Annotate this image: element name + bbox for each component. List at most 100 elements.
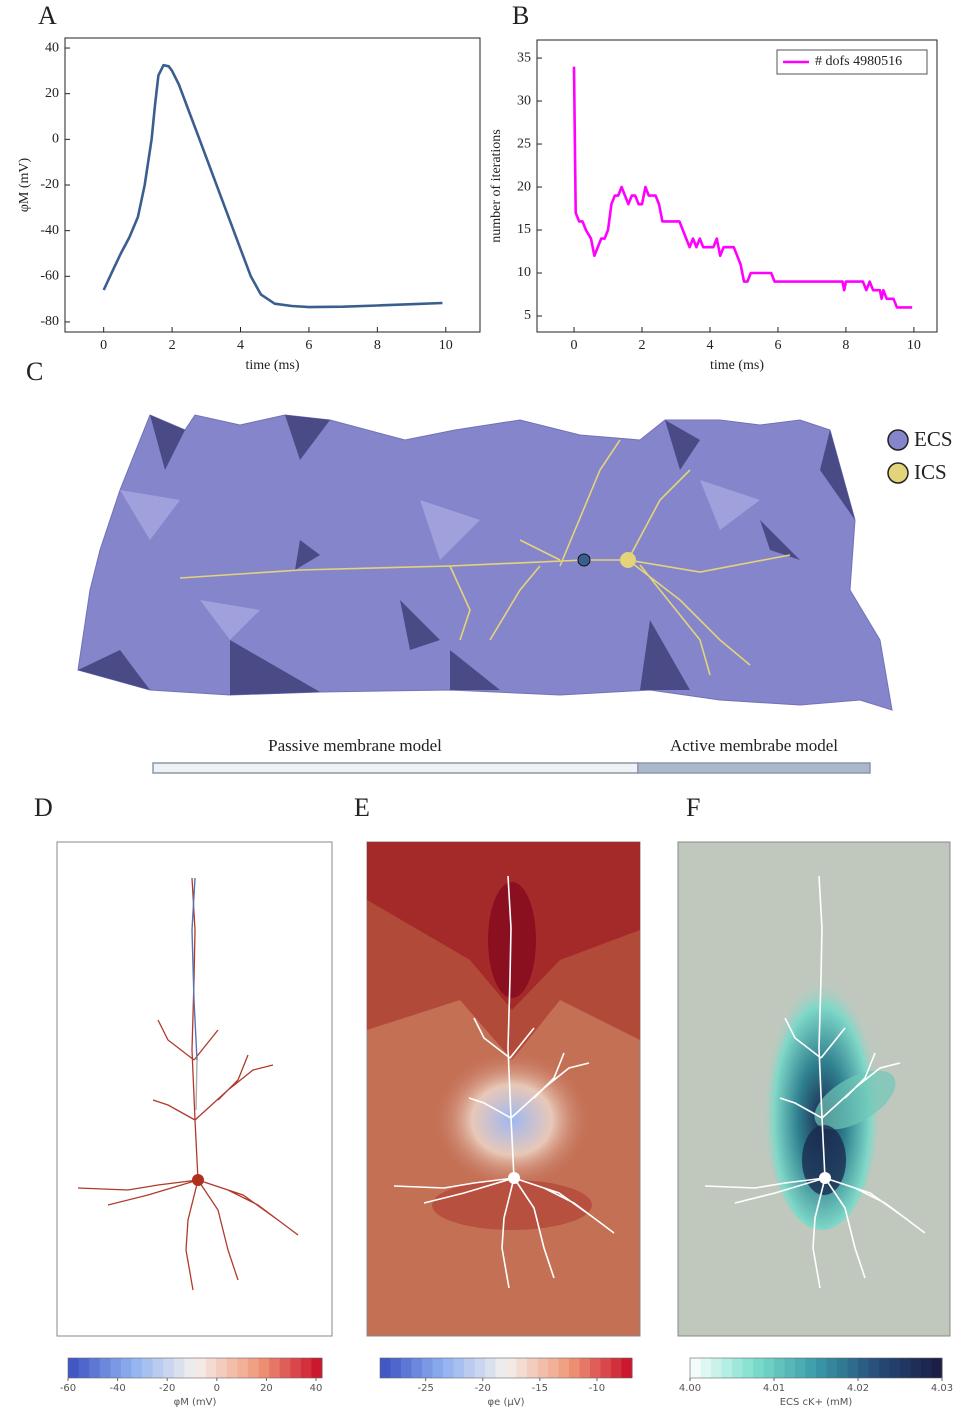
potential-region (488, 882, 536, 998)
colorbar-frame (689, 1357, 943, 1379)
colorbar-segment (485, 1358, 496, 1378)
colorbar: -60 -40 -20 0 20 40 φM (mV) (60, 1357, 323, 1408)
y-tick-label: 30 (517, 93, 531, 108)
colorbar-tick-label: 4.00 (679, 1383, 701, 1394)
model-bar (152, 762, 639, 774)
colorbar-segment (495, 1358, 507, 1378)
x-axis-label: time (ms) (245, 358, 299, 373)
colorbar-segment (690, 1358, 701, 1378)
colorbar-segment (889, 1358, 901, 1378)
colorbar-segment (78, 1358, 90, 1378)
colorbar-segment (474, 1358, 486, 1378)
panel-label: D (34, 793, 53, 822)
neuron-apical (191, 877, 198, 1061)
colorbar-segment (900, 1358, 911, 1378)
colorbar-frame (379, 1357, 633, 1379)
colorbar-segment (163, 1358, 175, 1378)
colorbar-segment (548, 1358, 559, 1378)
concentration-blob (762, 950, 882, 1230)
colorbar-segment (89, 1358, 101, 1378)
colorbar-segment (879, 1358, 890, 1378)
colorbar-segment (68, 1358, 80, 1378)
y-tick-label: 0 (52, 132, 59, 147)
y-tick-label: 35 (517, 50, 531, 65)
colorbar-segment (506, 1358, 517, 1378)
x-tick-label: 10 (439, 338, 453, 353)
y-tick-label: 40 (45, 40, 59, 55)
colorbar-segment (816, 1358, 827, 1378)
colorbar-tick-label: 4.01 (763, 1383, 785, 1394)
colorbar-segment (453, 1358, 465, 1378)
plot-frame (536, 39, 938, 333)
colorbar-tick-label: -40 (109, 1383, 125, 1394)
colorbar-segment (910, 1358, 922, 1378)
x-tick-label: 4 (706, 338, 713, 353)
colorbar-segment (516, 1358, 528, 1378)
probe (577, 553, 591, 567)
mesh-highlights (120, 480, 760, 640)
colorbar-segment (931, 1358, 943, 1378)
colorbar-segment (99, 1358, 111, 1378)
colorbar-segment (763, 1358, 775, 1378)
colorbar-segment (422, 1358, 433, 1378)
y-tick-label: -60 (40, 269, 59, 284)
soma (508, 1172, 520, 1184)
colorbar-segment (795, 1358, 806, 1378)
colorbar-segment (432, 1358, 444, 1378)
colorbar: -25 -20 -15 -10 φe (μV) (379, 1357, 633, 1408)
colorbar-tick-label: 0 (214, 1383, 220, 1394)
colorbar-segment (390, 1358, 402, 1378)
plot-frame (64, 37, 481, 333)
colorbar-tick-label: 20 (260, 1383, 273, 1394)
potential-halo (432, 1050, 592, 1190)
colorbar-tick-label: 4.03 (931, 1383, 953, 1394)
colorbar-frame (67, 1357, 323, 1379)
colorbar-segment (784, 1358, 796, 1378)
y-tick-label: -80 (40, 314, 59, 329)
colorbar-segment (805, 1358, 817, 1378)
legend-label: ECS (914, 427, 953, 451)
colorbar-segment (195, 1358, 207, 1378)
colorbar-tick-label: 4.02 (847, 1383, 869, 1394)
colorbar-tick-label: -15 (532, 1383, 548, 1394)
x-tick-label: 10 (907, 338, 921, 353)
colorbar-segment (837, 1358, 848, 1378)
panel-label: A (38, 1, 57, 30)
panel-labels: A B C D E F (26, 1, 700, 822)
colorbar-segment (311, 1358, 323, 1378)
x-tick-label: 8 (374, 338, 381, 353)
colorbar-segment (527, 1358, 538, 1378)
mesh-shading (78, 415, 855, 695)
colorbar-segment (753, 1358, 764, 1378)
colorbar-segment (258, 1358, 270, 1378)
panel-label: F (686, 793, 700, 822)
soma (819, 1172, 831, 1184)
panel-e (366, 841, 641, 1337)
colorbar-segment (858, 1358, 869, 1378)
x-tick-label: 2 (639, 338, 646, 353)
colorbar-segment (826, 1358, 838, 1378)
colorbar-segment (226, 1358, 238, 1378)
y-axis-label: φM (mV) (17, 157, 32, 212)
model-label: Passive membrane model (268, 736, 442, 755)
model-label: Active membrabe model (670, 736, 838, 755)
colorbar-segment (184, 1358, 196, 1378)
x-tick-label: 0 (100, 338, 107, 353)
soma (620, 552, 636, 568)
colorbar-segment (237, 1358, 249, 1378)
colorbar-tick-label: -20 (475, 1383, 491, 1394)
x-axis-label: time (ms) (710, 358, 764, 373)
x-tick-label: 6 (774, 338, 781, 353)
x-tick-label: 0 (571, 338, 578, 353)
x-tick-label: 4 (237, 338, 244, 353)
y-tick-label: 10 (517, 265, 531, 280)
data-line (102, 63, 443, 309)
colorbar-segment (142, 1358, 154, 1378)
x-tick-label: 2 (169, 338, 176, 353)
colorbar-segment (300, 1358, 312, 1378)
line-chart: 0 2 4 6 8 10 5 10 15 20 25 30 35 time (ms) number of i… (489, 39, 938, 373)
colorbar-segment (411, 1358, 423, 1378)
colorbar-segment (205, 1358, 217, 1378)
colorbar-segment (110, 1358, 122, 1378)
